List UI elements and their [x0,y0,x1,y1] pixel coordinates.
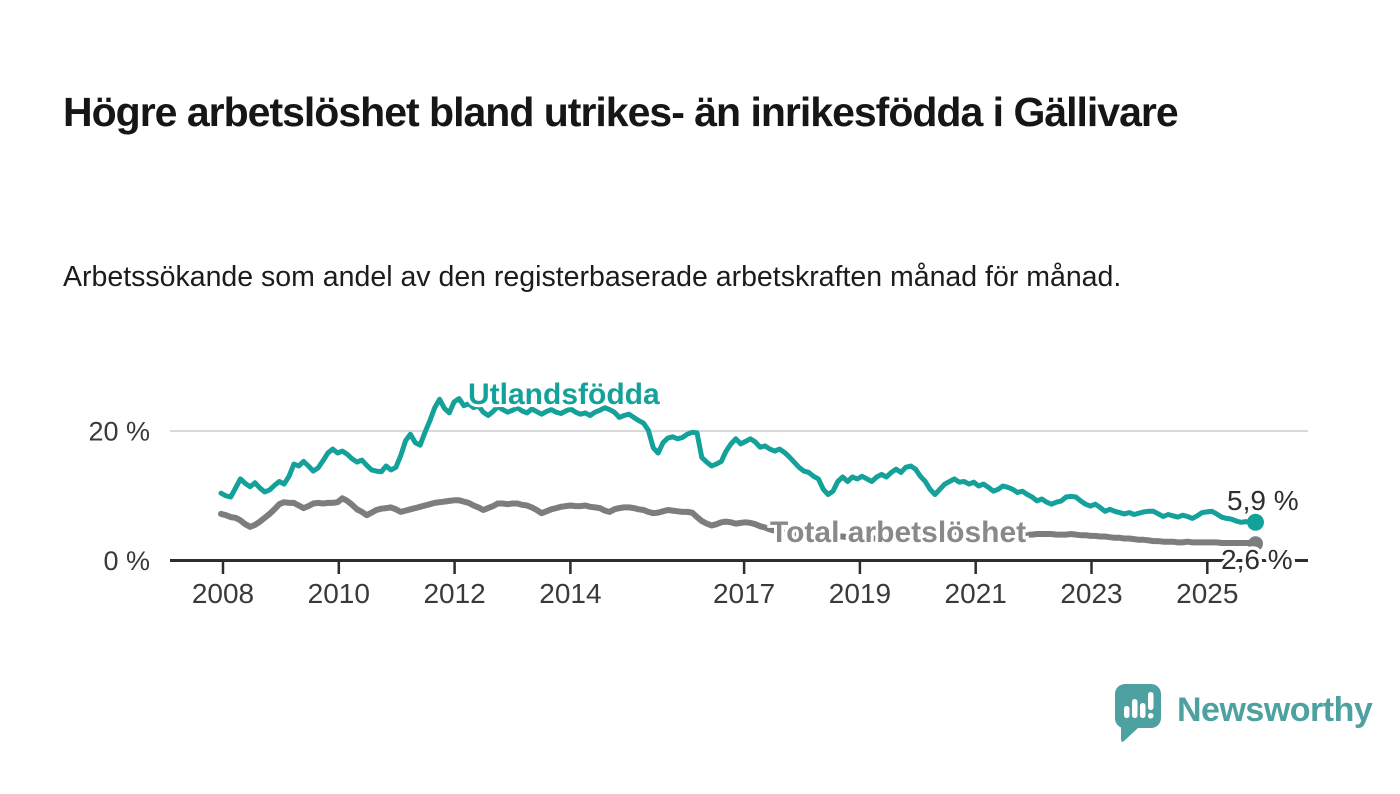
utlandsfodda-line [218,396,1258,525]
x-tick-label-2010: 2010 [308,578,370,609]
x-tick-label-2025: 2025 [1176,578,1238,609]
y-tick-label-20: 20 % [88,417,150,447]
bar-chart-speech-bubble-icon [1115,684,1161,742]
newsworthy-logo: Newsworthy [1115,684,1373,744]
page-title: Högre arbetslöshet bland utrikes- än inr… [63,89,1179,136]
page-subtitle: Arbetssökande som andel av den registerb… [63,260,1122,293]
total-arbetsloshet-series-label: Total arbetslöshet [770,516,1026,549]
brand-name: Newsworthy [1177,690,1373,729]
total-end-dot [1248,536,1263,552]
utlandsfodda-end-value: 5,9 % [1227,485,1299,516]
x-tick-label-2008: 2008 [192,578,254,609]
x-tick-label-2017: 2017 [713,578,775,609]
y-axis-labels: 20 % 0 % [88,417,150,577]
total-end-value: 2,6 % [1221,544,1293,575]
x-tick-label-2014: 2014 [539,578,601,609]
x-tick-label-2021: 2021 [945,578,1007,609]
utlandsfodda-end-dot [1247,513,1264,531]
x-axis-ticks: 2008 2010 2012 2014 2017 2019 2021 2023 2025 [192,560,1238,609]
utlandsfodda-series-label: Utlandsfödda [468,378,660,411]
y-tick-label-0: 0 % [103,546,150,576]
x-tick-label-2023: 2023 [1060,578,1122,609]
x-tick-label-2019: 2019 [829,578,891,609]
total-arbetsloshet-line [218,495,1259,547]
x-tick-label-2012: 2012 [423,578,485,609]
